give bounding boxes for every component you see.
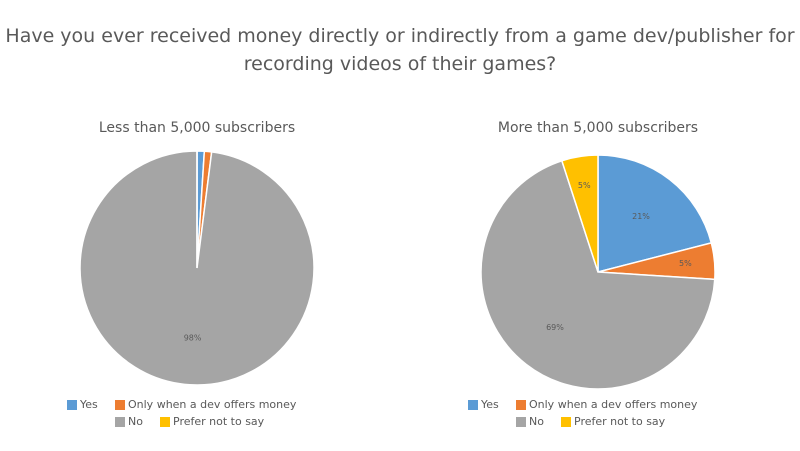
legend-label: Yes <box>79 398 98 411</box>
legend-swatch <box>115 400 125 410</box>
data-label: 98% <box>184 334 202 343</box>
legend-label: Yes <box>480 398 499 411</box>
legend-swatch <box>67 400 77 410</box>
pie-slice <box>480 159 716 390</box>
data-label: 69% <box>546 323 564 332</box>
legend-swatch <box>468 400 478 410</box>
data-label: 21% <box>632 212 650 221</box>
legend-swatch <box>115 417 125 427</box>
pie-slice <box>597 154 713 273</box>
legend-label: No <box>529 415 544 428</box>
chart-title: Less than 5,000 subscribers <box>99 120 295 136</box>
legend-swatch <box>516 417 526 427</box>
legend-label: No <box>128 415 143 428</box>
pie-slice <box>560 154 599 273</box>
legend-label: Only when a dev offers money <box>128 398 297 411</box>
chart-title: More than 5,000 subscribers <box>498 120 698 136</box>
data-label: 5% <box>679 259 692 268</box>
legend-label: Prefer not to say <box>173 415 265 428</box>
data-label: 5% <box>578 181 591 190</box>
legend-swatch <box>561 417 571 427</box>
legend-label: Only when a dev offers money <box>529 398 698 411</box>
page-title: Have you ever received money directly or… <box>5 25 795 75</box>
legend-label: Prefer not to say <box>574 415 666 428</box>
legend-swatch <box>516 400 526 410</box>
legend-swatch <box>160 417 170 427</box>
